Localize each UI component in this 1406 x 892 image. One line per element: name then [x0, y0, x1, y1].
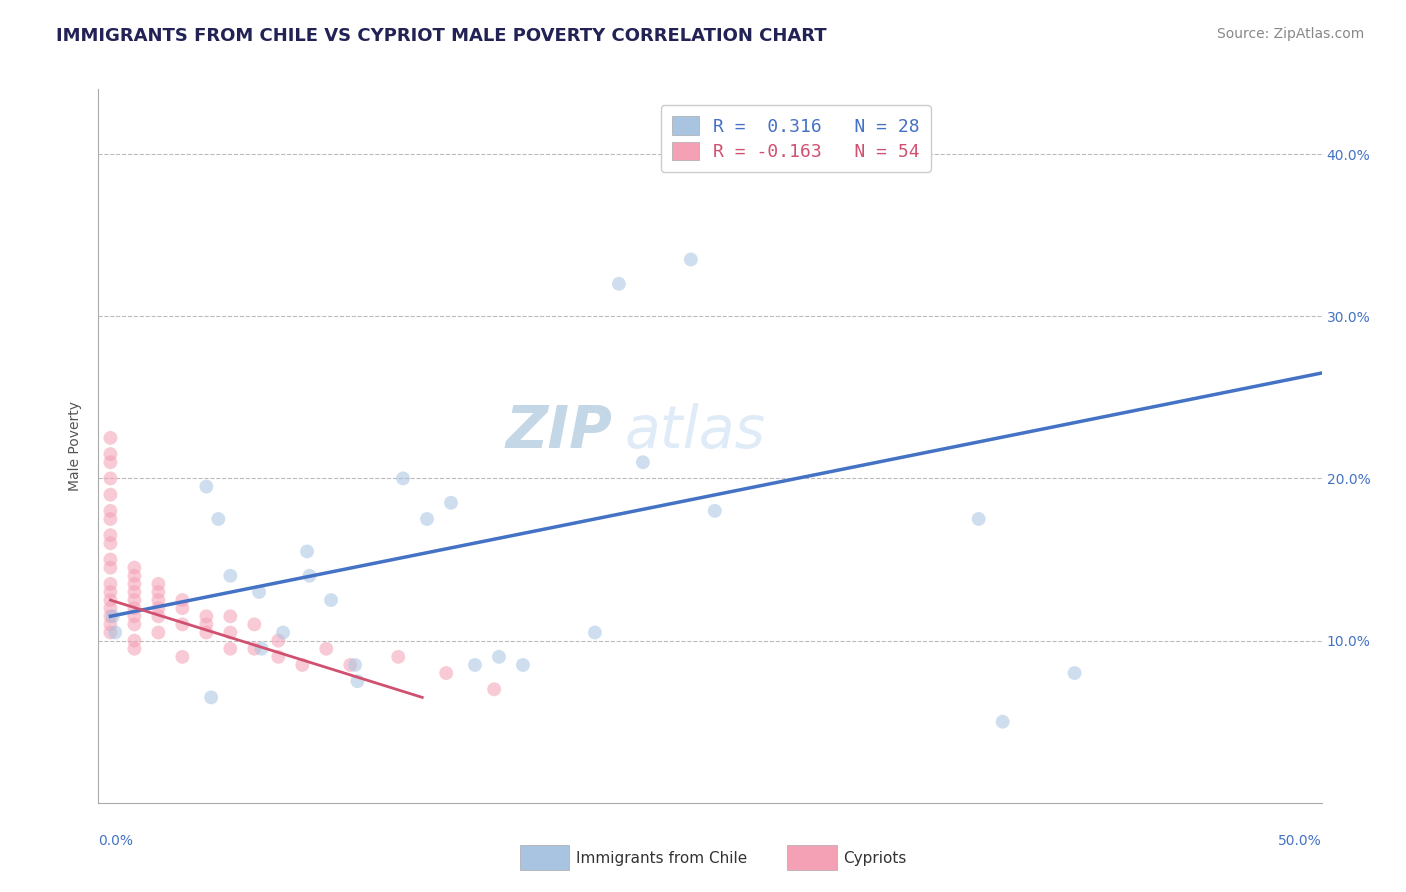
Point	[124, 568, 146, 582]
Point	[100, 536, 122, 550]
Point	[100, 609, 122, 624]
Point	[346, 674, 368, 689]
Point	[440, 496, 463, 510]
Point	[243, 617, 266, 632]
Point	[100, 528, 122, 542]
Point	[100, 585, 122, 599]
Point	[339, 657, 361, 672]
Point	[100, 455, 122, 469]
Point	[100, 617, 122, 632]
Point	[100, 601, 122, 615]
Point	[344, 657, 367, 672]
Point	[631, 455, 654, 469]
Point	[291, 657, 314, 672]
Point	[583, 625, 606, 640]
Point	[267, 633, 290, 648]
Point	[607, 277, 630, 291]
Point	[243, 641, 266, 656]
Point	[172, 601, 194, 615]
Point	[148, 585, 170, 599]
Point	[219, 609, 242, 624]
Point	[100, 512, 122, 526]
Point	[172, 593, 194, 607]
Point	[104, 625, 127, 640]
Point	[124, 585, 146, 599]
Text: Source: ZipAtlas.com: Source: ZipAtlas.com	[1216, 27, 1364, 41]
Point	[100, 552, 122, 566]
Point	[482, 682, 505, 697]
Point	[295, 544, 318, 558]
Point	[315, 641, 337, 656]
Text: atlas: atlas	[624, 403, 765, 460]
Text: Immigrants from Chile: Immigrants from Chile	[576, 851, 748, 865]
Text: 0.0%: 0.0%	[98, 834, 134, 848]
Point	[148, 593, 170, 607]
Point	[124, 560, 146, 574]
Point	[100, 593, 122, 607]
Point	[488, 649, 510, 664]
Point	[124, 609, 146, 624]
Point	[124, 617, 146, 632]
Point	[124, 641, 146, 656]
Point	[195, 609, 218, 624]
Point	[100, 504, 122, 518]
Point	[434, 666, 457, 681]
Point	[100, 488, 122, 502]
Point	[195, 625, 218, 640]
Point	[387, 649, 409, 664]
Point	[100, 577, 122, 591]
Y-axis label: Male Poverty: Male Poverty	[69, 401, 83, 491]
Text: 50.0%: 50.0%	[1278, 834, 1322, 848]
Point	[148, 609, 170, 624]
Point	[271, 625, 294, 640]
Point	[250, 641, 273, 656]
Legend: R =  0.316   N = 28, R = -0.163   N = 54: R = 0.316 N = 28, R = -0.163 N = 54	[661, 105, 931, 172]
Point	[464, 657, 486, 672]
Point	[172, 649, 194, 664]
Text: IMMIGRANTS FROM CHILE VS CYPRIOT MALE POVERTY CORRELATION CHART: IMMIGRANTS FROM CHILE VS CYPRIOT MALE PO…	[56, 27, 827, 45]
Point	[219, 568, 242, 582]
Point	[267, 649, 290, 664]
Point	[207, 512, 229, 526]
Point	[100, 447, 122, 461]
Point	[148, 601, 170, 615]
Point	[100, 471, 122, 485]
Point	[124, 601, 146, 615]
Point	[124, 633, 146, 648]
Point	[124, 593, 146, 607]
Point	[512, 657, 534, 672]
Point	[991, 714, 1014, 729]
Point	[195, 479, 218, 493]
Point	[219, 625, 242, 640]
Point	[679, 252, 702, 267]
Point	[172, 617, 194, 632]
Point	[416, 512, 439, 526]
Point	[219, 641, 242, 656]
Point	[319, 593, 342, 607]
Point	[200, 690, 222, 705]
Text: Cypriots: Cypriots	[844, 851, 907, 865]
Point	[1063, 666, 1085, 681]
Text: ZIP: ZIP	[505, 403, 612, 460]
Point	[148, 625, 170, 640]
Point	[195, 617, 218, 632]
Point	[392, 471, 415, 485]
Point	[703, 504, 725, 518]
Point	[100, 625, 122, 640]
Point	[101, 609, 124, 624]
Point	[124, 577, 146, 591]
Point	[247, 585, 270, 599]
Point	[967, 512, 990, 526]
Point	[148, 577, 170, 591]
Point	[298, 568, 321, 582]
Point	[100, 560, 122, 574]
Point	[100, 431, 122, 445]
